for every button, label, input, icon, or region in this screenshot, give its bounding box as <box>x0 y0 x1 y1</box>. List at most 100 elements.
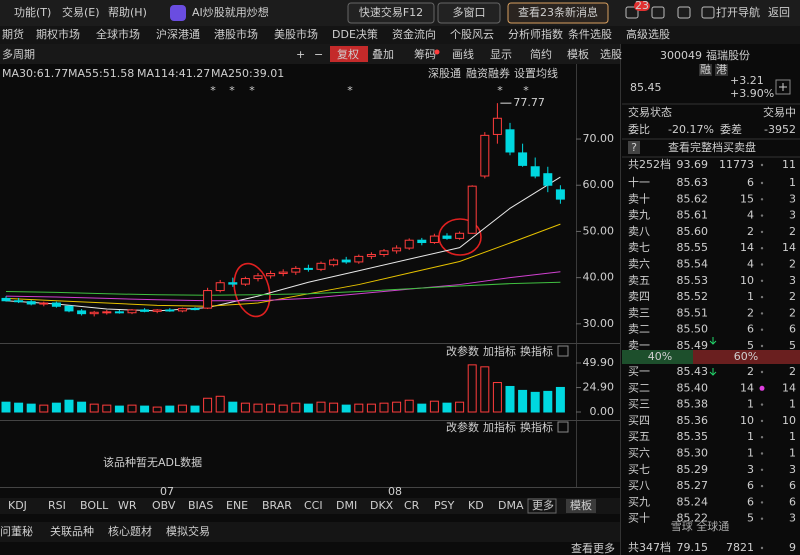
toolbar-button[interactable]: 筹码 <box>414 47 436 61</box>
bottom-item[interactable]: 模拟交易 <box>166 524 210 538</box>
icon <box>625 6 639 19</box>
annotation-circle <box>233 262 271 318</box>
indicator-tab[interactable]: KD <box>468 499 484 512</box>
indicator-tab[interactable]: 更多 <box>532 498 554 512</box>
event-marker: * <box>523 84 529 97</box>
period-select[interactable]: 多周期 <box>2 47 35 61</box>
menu-item[interactable]: 功能(T) <box>14 5 51 19</box>
button[interactable]: 查看23条新消息 <box>518 5 598 19</box>
toolbar-button[interactable]: 模板 <box>567 47 589 61</box>
panel-tool[interactable]: 换指标 <box>520 344 553 358</box>
candle-body <box>228 282 238 285</box>
nav-item[interactable]: 期货 <box>2 27 24 41</box>
help-icon <box>628 141 640 154</box>
indicator-tab[interactable]: CCI <box>304 499 323 512</box>
stock-tag: 融 <box>700 63 711 76</box>
level-volume: 6 <box>747 495 754 508</box>
nav-item[interactable]: 个股风云 <box>450 28 494 41</box>
volume-bar <box>1 401 11 413</box>
candle-body <box>505 129 515 153</box>
indicator-tab[interactable]: KDJ <box>8 499 27 512</box>
button[interactable]: 快速交易F12 <box>359 5 423 19</box>
link[interactable]: 深股通 <box>428 67 461 80</box>
event-marker: * <box>497 84 503 97</box>
nav-item[interactable]: 条件选股 <box>568 27 612 41</box>
add-button[interactable] <box>775 79 791 95</box>
level-price: 85.52 <box>677 290 709 303</box>
level-price: 85.35 <box>677 430 709 443</box>
dot <box>760 546 764 550</box>
indicator-tab[interactable]: PSY <box>434 499 455 512</box>
plus-icon <box>779 83 787 91</box>
toolbar <box>0 44 620 64</box>
toolbar-button[interactable]: − <box>314 48 323 61</box>
level-volume: 1 <box>747 430 754 443</box>
level-volume: 1 <box>747 447 754 460</box>
ai-banner[interactable]: AI炒股就用炒想 <box>192 5 269 19</box>
nav-item[interactable]: 高级选股 <box>626 27 670 41</box>
panel-tool[interactable]: 换指标 <box>520 420 553 434</box>
dot <box>760 230 764 234</box>
nav-item[interactable]: 资金流向 <box>392 27 436 41</box>
nav-button[interactable]: 返回 <box>768 6 790 19</box>
indicator-tab[interactable]: CR <box>404 499 420 512</box>
wb-value: -20.17% <box>668 123 714 136</box>
indicator-tab[interactable]: OBV <box>152 499 176 512</box>
button[interactable]: 多窗口 <box>453 5 486 19</box>
indicator-tab[interactable]: BRAR <box>262 499 292 512</box>
nav-item[interactable]: 沪深港通 <box>156 27 200 41</box>
volume-bar <box>480 366 490 413</box>
ma-legend: MA114:41.27 <box>137 67 210 80</box>
ratio-right <box>693 350 800 364</box>
x-tick-label: 08 <box>388 485 402 498</box>
link[interactable]: 融资融券 <box>466 66 510 80</box>
indicator-tab[interactable]: DKX <box>370 499 394 512</box>
dot <box>760 263 764 266</box>
toolbar-button[interactable]: 简约 <box>530 47 552 61</box>
toolbar-button[interactable]: 叠加 <box>372 48 394 61</box>
indicator-tab[interactable]: DMA <box>498 499 524 512</box>
indicator-tab[interactable]: 模板 <box>570 498 592 512</box>
nav-item[interactable]: 港股市场 <box>214 27 258 41</box>
status-value: 交易中 <box>763 105 796 119</box>
ma-line <box>5 281 561 296</box>
volume-bar <box>291 402 301 413</box>
nav-item[interactable]: 全球市场 <box>96 27 140 41</box>
panel-tool[interactable]: 加指标 <box>483 420 516 434</box>
ma-line <box>5 271 561 302</box>
indicator-tab[interactable]: ENE <box>226 499 248 512</box>
nav-item[interactable]: 期权市场 <box>36 27 80 41</box>
indicator-tab[interactable]: BOLL <box>80 499 109 512</box>
level-label: 卖一 <box>628 339 650 352</box>
level-label: 卖二 <box>628 323 650 336</box>
link[interactable]: 设置均线 <box>514 66 558 80</box>
bottom-item[interactable]: 核心题材 <box>108 524 152 538</box>
bottom-item[interactable]: 关联品种 <box>50 524 94 538</box>
toolbar-button[interactable]: 选股 <box>600 48 622 61</box>
close-icon[interactable] <box>557 421 569 433</box>
panel-tool[interactable]: 改参数 <box>446 344 479 358</box>
indicator-tab[interactable]: BIAS <box>188 499 213 512</box>
nav-item[interactable]: 分析师指数 <box>508 27 563 41</box>
level-price: 93.69 <box>677 158 709 171</box>
close-icon[interactable] <box>557 345 569 357</box>
toolbar-button[interactable]: 画线 <box>452 47 474 61</box>
panel-tool[interactable]: 加指标 <box>483 344 516 358</box>
nav-item[interactable]: DDE决策 <box>332 27 378 41</box>
indicator-tab[interactable]: RSI <box>48 499 66 512</box>
toolbar-button[interactable]: 显示 <box>490 48 512 61</box>
candle-body <box>480 134 490 177</box>
level-volume: 11773 <box>719 158 754 171</box>
nav-item[interactable]: 美股市场 <box>274 27 318 41</box>
indicator-tab[interactable]: DMI <box>336 499 357 512</box>
menu-item[interactable]: 交易(E) <box>62 5 100 19</box>
toolbar-button[interactable]: + <box>296 48 305 61</box>
indicator-tab[interactable]: WR <box>118 499 137 512</box>
more-link[interactable]: 查看更多 <box>571 541 615 555</box>
toolbar-button[interactable]: 复权 <box>337 47 359 61</box>
panel-tool[interactable]: 改参数 <box>446 420 479 434</box>
nav-button[interactable]: 打开导航 <box>716 5 760 19</box>
bottom-item[interactable]: 问董秘 <box>0 524 33 538</box>
menu-item[interactable]: 帮助(H) <box>108 5 147 19</box>
full-book-link[interactable]: 查看完整档买卖盘 <box>668 140 756 154</box>
